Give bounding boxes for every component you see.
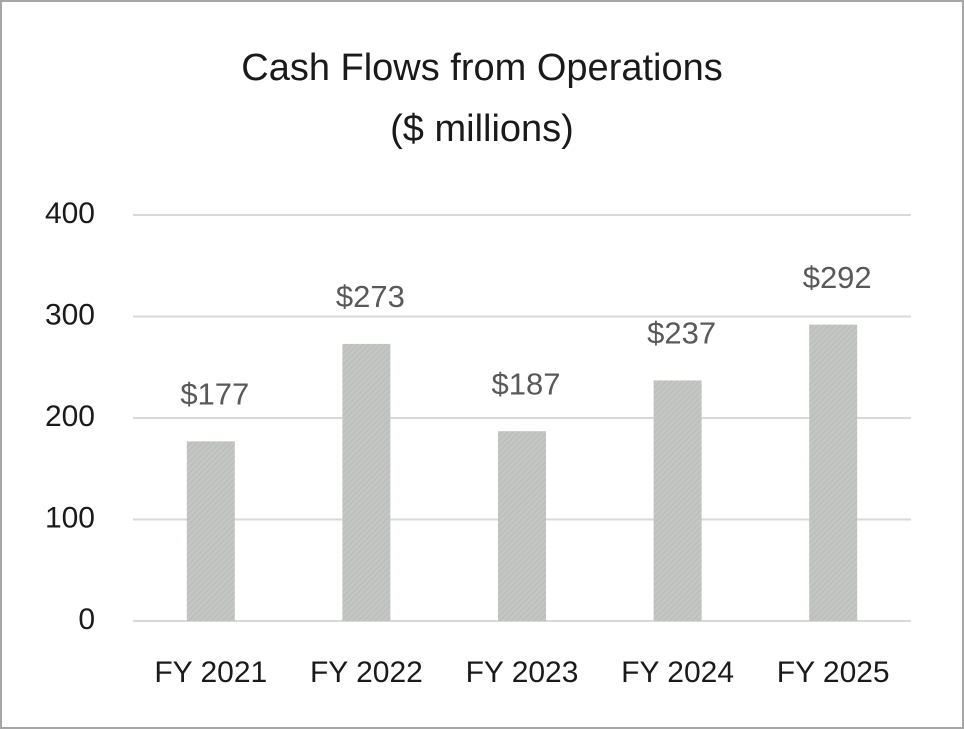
bar (809, 324, 858, 621)
y-tick-label: 0 (78, 603, 95, 636)
x-tick-label: FY 2023 (466, 656, 579, 689)
y-tick-label: 100 (45, 501, 95, 534)
value-label: $187 (492, 366, 561, 401)
x-tick-label: FY 2024 (621, 656, 734, 689)
bar (498, 431, 546, 621)
x-tick-label: FY 2022 (310, 656, 423, 689)
value-label: $273 (336, 279, 405, 314)
y-tick-label: 200 (45, 400, 95, 433)
chart-title: Cash Flows from Operations (241, 47, 723, 89)
value-label: $237 (647, 316, 716, 351)
x-tick-label: FY 2021 (154, 656, 267, 689)
value-label: $292 (803, 260, 872, 295)
chart-subtitle: ($ millions) (390, 108, 574, 150)
y-tick-label: 400 (45, 197, 95, 230)
bar (653, 380, 702, 621)
bar (342, 343, 391, 621)
value-label: $177 (180, 377, 249, 412)
x-tick-label: FY 2025 (777, 656, 890, 689)
bar (186, 441, 235, 621)
y-tick-label: 300 (45, 298, 95, 331)
